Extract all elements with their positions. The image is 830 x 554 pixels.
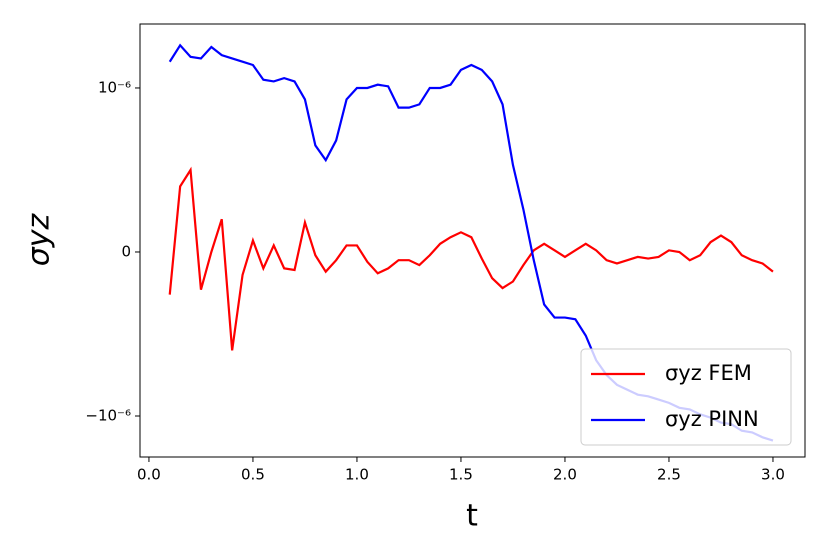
x-tick-label: 3.0 [761, 466, 785, 484]
y-tick-label: 0 [121, 242, 131, 260]
x-tick-label: 0.5 [241, 466, 265, 484]
x-tick-label: 2.0 [553, 466, 577, 484]
x-tick-label: 1.5 [449, 466, 473, 484]
line-series [168, 166, 774, 351]
y-tick-label: 10⁻⁶ [98, 78, 131, 96]
y-tick-label: −10⁻⁶ [85, 406, 131, 424]
legend-label: σyz FEM [665, 361, 752, 385]
x-axis-label: t [466, 499, 478, 534]
legend-label: σyz PINN [665, 407, 759, 431]
plot-frame [139, 23, 806, 458]
x-tick-label: 0.0 [137, 466, 161, 484]
x-tick-label: 2.5 [657, 466, 681, 484]
x-tick-label: 1.0 [345, 466, 369, 484]
y-axis-label: σyz [22, 212, 57, 266]
